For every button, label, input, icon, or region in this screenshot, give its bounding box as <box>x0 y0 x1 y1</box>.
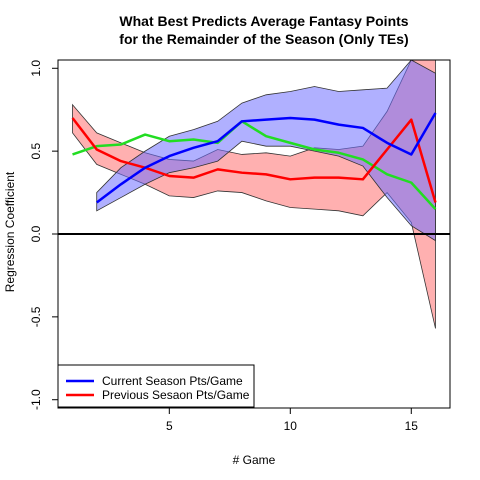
plot-area: 5 10 15 -1.0 -0.5 0.0 0.5 1.0 <box>29 59 451 433</box>
legend-label-current: Current Season Pts/Game <box>102 374 243 388</box>
x-tick-label: 5 <box>166 419 173 433</box>
y-tick-label: 1.0 <box>29 60 43 77</box>
y-tick-label: 0.0 <box>29 225 43 242</box>
legend-box <box>57 364 255 408</box>
x-tick-label: 10 <box>284 419 298 433</box>
y-tick-label: -1.0 <box>29 389 43 410</box>
x-axis-label: # Game <box>233 453 276 467</box>
legend: Current Season Pts/Game Previous Sesaon … <box>57 364 255 408</box>
current-season-confidence-band <box>96 60 436 242</box>
x-tick-label: 15 <box>405 419 419 433</box>
plot-clip-group <box>58 60 450 329</box>
previous-season-line <box>71 117 437 203</box>
y-tick-label: -0.5 <box>29 306 43 327</box>
current-season-line <box>95 112 437 204</box>
legend-label-previous: Previous Sesaon Pts/Game <box>102 388 250 402</box>
y-tick-label: 0.5 <box>29 142 43 159</box>
y-axis-label: Regression Coefficient <box>3 171 17 292</box>
chart-title-line2: for the Remainder of the Season (Only TE… <box>119 31 408 47</box>
green-series-line <box>72 120 437 210</box>
chart-title-line1: What Best Predicts Average Fantasy Point… <box>119 13 408 29</box>
